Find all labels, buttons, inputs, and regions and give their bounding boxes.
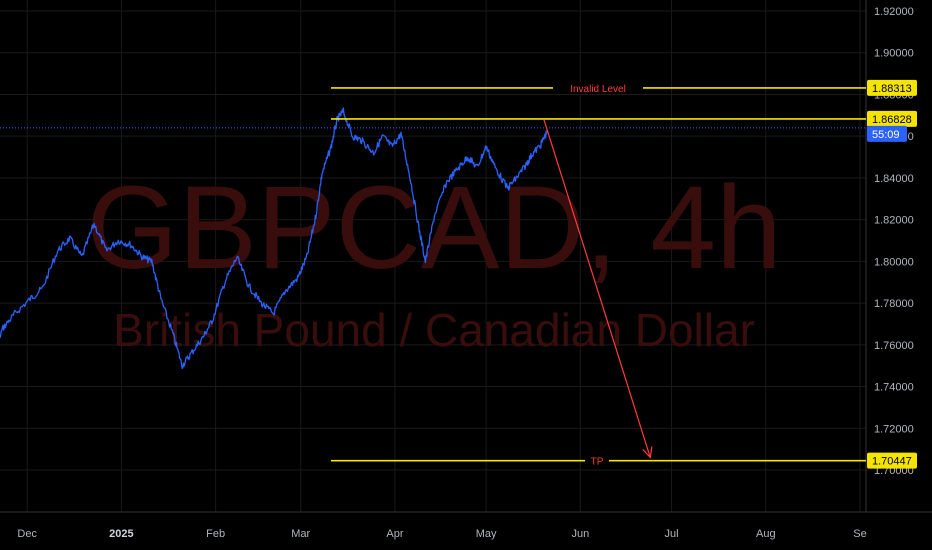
time-tick-label: Apr <box>386 528 403 540</box>
price-series[interactable] <box>0 107 548 370</box>
current-price-badge-text: 55:09 <box>872 129 900 141</box>
price-tick-label: 1.92000 <box>874 6 914 18</box>
projection-arrow[interactable] <box>543 119 653 459</box>
time-tick-label: Jun <box>571 528 589 540</box>
horizontal-levels[interactable]: Invalid Level 1.88313 1.86828 TP 1.70447 55:0… <box>0 79 917 469</box>
price-tick-label: 1.74000 <box>874 382 914 394</box>
time-tick-label: Dec <box>17 528 37 540</box>
watermark-description: British Pound / Canadian Dollar <box>113 304 755 356</box>
level-price-badge-text: 1.86828 <box>872 114 912 126</box>
level-label-bg <box>553 81 643 94</box>
time-tick-label: Se <box>853 528 866 540</box>
time-tick-label: Feb <box>206 528 225 540</box>
level-label: Invalid Level <box>570 84 626 95</box>
symbol-watermark: GBPCAD, 4h British Pound / Canadian Doll… <box>86 162 781 356</box>
watermark-symbol: GBPCAD, 4h <box>86 162 781 294</box>
level-price-badge <box>867 452 917 469</box>
price-tick-label: 1.90000 <box>874 48 914 60</box>
price-line[interactable] <box>0 107 548 370</box>
chart-grid <box>0 0 866 512</box>
level-price-badge-text: 1.88313 <box>872 83 912 95</box>
level-price-badge <box>867 79 917 96</box>
price-tick-label: 1.78000 <box>874 298 914 310</box>
time-tick-label: Aug <box>756 528 776 540</box>
price-tick-label: 1.76000 <box>874 340 914 352</box>
price-tick-label: 1.72000 <box>874 423 914 435</box>
projection-arrow-head <box>642 446 653 459</box>
time-tick-label: Jul <box>665 528 679 540</box>
time-tick-label: May <box>476 528 497 540</box>
time-tick-label: Mar <box>291 528 310 540</box>
price-tick-label: 1.80000 <box>874 256 914 268</box>
price-tick-label: 1.84000 <box>874 173 914 185</box>
level-price-badge-text: 1.70447 <box>872 456 912 468</box>
level-label-bg <box>585 454 609 467</box>
level-label: TP <box>591 457 604 468</box>
current-price-badge <box>867 125 907 142</box>
price-tick-label: 1.82000 <box>874 215 914 227</box>
level-price-badge <box>867 110 917 127</box>
time-tick-label: 2025 <box>109 528 133 540</box>
time-axis[interactable]: Dec 2025 Feb Mar Apr May Jun Jul Aug Se <box>17 528 866 540</box>
projection-arrow-line[interactable] <box>543 119 651 458</box>
